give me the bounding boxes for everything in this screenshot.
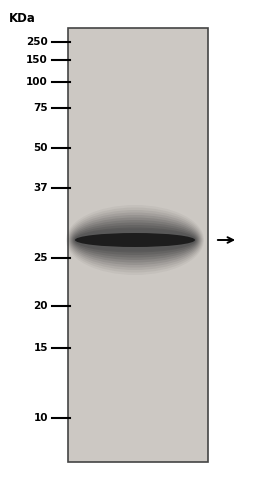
- Text: 10: 10: [34, 413, 48, 423]
- Ellipse shape: [70, 215, 200, 265]
- Ellipse shape: [74, 229, 196, 251]
- Ellipse shape: [70, 218, 199, 263]
- Ellipse shape: [73, 225, 197, 255]
- Text: 50: 50: [34, 143, 48, 153]
- Ellipse shape: [72, 223, 198, 258]
- Ellipse shape: [68, 210, 202, 270]
- Text: 150: 150: [26, 55, 48, 65]
- Text: 25: 25: [34, 253, 48, 263]
- Ellipse shape: [74, 227, 196, 252]
- Bar: [68, 28, 208, 462]
- Ellipse shape: [66, 205, 204, 275]
- Ellipse shape: [75, 233, 195, 247]
- Text: 37: 37: [33, 183, 48, 193]
- Text: 75: 75: [33, 103, 48, 113]
- Text: 20: 20: [34, 301, 48, 311]
- Text: 250: 250: [26, 37, 48, 47]
- Text: KDa: KDa: [9, 12, 35, 24]
- Ellipse shape: [67, 207, 203, 272]
- Text: 100: 100: [26, 77, 48, 87]
- Ellipse shape: [71, 220, 199, 260]
- Text: 15: 15: [34, 343, 48, 353]
- Ellipse shape: [69, 212, 201, 267]
